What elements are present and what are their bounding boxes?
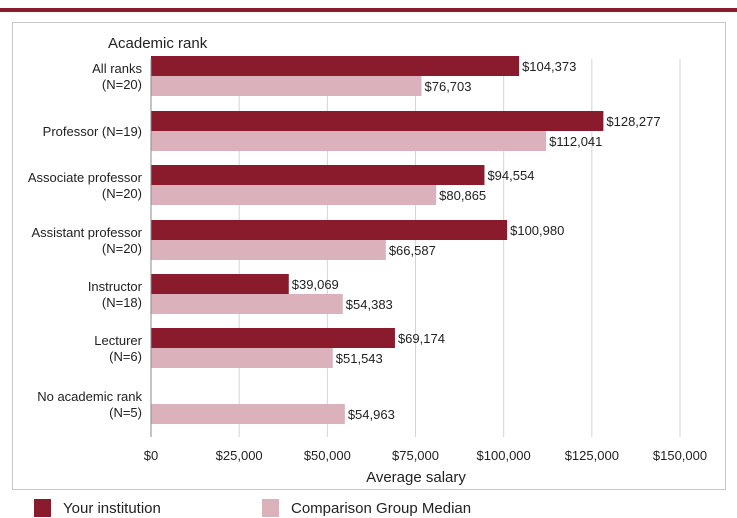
bar-comparison-median	[151, 131, 547, 151]
category-label: No academic rank	[37, 389, 142, 404]
legend-swatch-comparison-median	[262, 499, 279, 517]
bar-comparison-median	[151, 294, 343, 314]
bar-value-label: $69,174	[398, 331, 445, 346]
bar-value-label: $80,865	[439, 188, 486, 203]
bar-comparison-median	[151, 348, 333, 368]
bar-value-label: $66,587	[389, 243, 436, 258]
bar-your-institution	[151, 274, 289, 294]
bar-value-label: $54,383	[346, 297, 393, 312]
x-tick-label: $150,000	[653, 448, 707, 463]
bar-value-label: $128,277	[606, 114, 660, 129]
x-tick-label: $125,000	[565, 448, 619, 463]
legend-swatch-your-institution	[34, 499, 51, 517]
bar-value-label: $104,373	[522, 59, 576, 74]
bar-comparison-median	[151, 240, 386, 260]
category-label: Assistant professor	[31, 225, 142, 240]
bar-your-institution	[151, 328, 395, 348]
bar-value-label: $112,041	[549, 134, 602, 149]
bar-value-label: $94,554	[487, 168, 534, 183]
category-label: Associate professor	[28, 170, 143, 185]
legend-label-your-institution: Your institution	[63, 500, 161, 517]
bars	[151, 56, 604, 424]
category-label: (N=20)	[102, 77, 142, 92]
bar-comparison-median	[151, 185, 437, 205]
salary-bar-chart: Academic rank $104,373$128,277$94,554$10…	[28, 35, 707, 486]
chart-title: Academic rank	[108, 35, 208, 52]
bar-comparison-median	[151, 404, 345, 424]
bar-your-institution	[151, 56, 520, 76]
category-label: All ranks	[92, 61, 142, 76]
x-tick-label: $50,000	[304, 448, 351, 463]
category-label: (N=6)	[109, 349, 142, 364]
bar-your-institution	[151, 111, 604, 131]
data-labels: $104,373 $128,277 $94,554 $100,980 $39,069 $6…	[292, 59, 661, 422]
bar-value-label: $76,703	[425, 79, 472, 94]
category-label: (N=18)	[102, 295, 142, 310]
x-tick-label: $25,000	[216, 448, 263, 463]
category-label: (N=5)	[109, 405, 142, 420]
category-label: Lecturer	[94, 333, 142, 348]
category-label: Professor (N=19)	[43, 124, 142, 139]
x-tick-label: $0	[144, 448, 158, 463]
legend-label-comparison-median: Comparison Group Median	[291, 500, 472, 517]
bar-your-institution	[151, 165, 485, 185]
x-tick-label: $100,000	[477, 448, 531, 463]
bar-value-label: $100,980	[510, 223, 564, 238]
x-axis-title: Average salary	[366, 469, 466, 486]
category-label: (N=20)	[102, 241, 142, 256]
bar-your-institution	[151, 220, 508, 240]
x-tick-label: $75,000	[392, 448, 439, 463]
x-tick-labels: $0 $25,000 $50,000 $75,000 $100,000 $125,000 $…	[144, 448, 707, 463]
bar-value-label: $54,963	[348, 407, 395, 422]
category-label: (N=20)	[102, 186, 142, 201]
category-label: Instructor	[88, 279, 143, 294]
bar-value-label: $51,543	[336, 351, 383, 366]
bar-comparison-median	[151, 76, 422, 96]
header-rule	[0, 8, 737, 12]
legend: Your institution Comparison Group Median	[0, 491, 737, 518]
category-labels: All ranks(N=20)Professor (N=19)Associate…	[28, 61, 143, 420]
bar-value-label: $39,069	[292, 277, 339, 292]
